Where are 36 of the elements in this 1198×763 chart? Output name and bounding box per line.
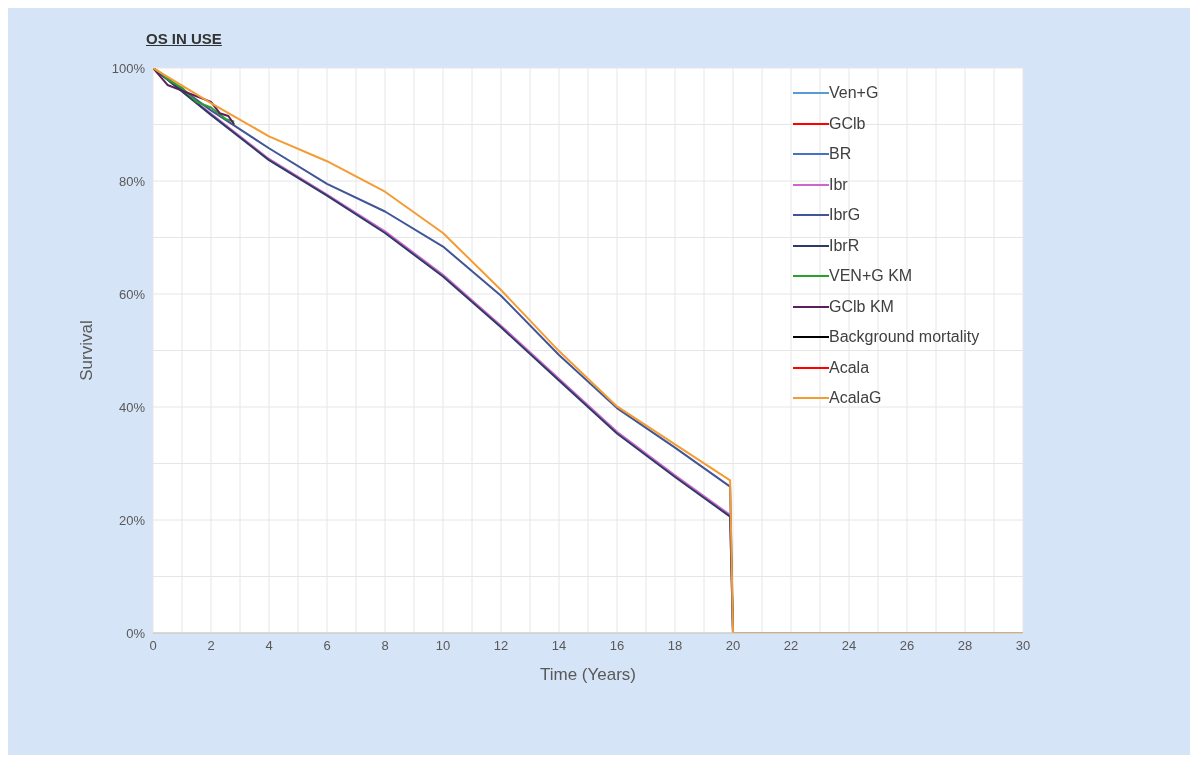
- legend-label: Ibr: [829, 175, 848, 194]
- y-tick-label: 20%: [118, 512, 146, 528]
- x-tick-label: 12: [493, 638, 509, 654]
- x-tick-label: 4: [265, 638, 273, 654]
- y-axis-title: Survival: [77, 320, 97, 381]
- x-tick-label: 28: [957, 638, 973, 654]
- y-tick-label: 60%: [118, 286, 146, 302]
- x-tick-label: 22: [783, 638, 799, 654]
- y-tick-label: 80%: [118, 173, 146, 189]
- x-tick-label: 0: [149, 638, 157, 654]
- x-tick-label: 24: [841, 638, 857, 654]
- x-tick-label: 10: [435, 638, 451, 654]
- legend-label: IbrG: [829, 206, 861, 225]
- x-axis-title: Time (Years): [539, 665, 637, 684]
- legend-label: BR: [829, 145, 852, 164]
- y-tick-label: 0%: [126, 625, 146, 641]
- legend-label: GClb KM: [829, 297, 894, 316]
- x-tick-label: 16: [609, 638, 625, 654]
- y-tick-label: 100%: [111, 60, 146, 76]
- chart-title: OS IN USE: [146, 30, 222, 47]
- x-tick-label: 20: [725, 638, 741, 654]
- legend-label: Background mortality: [829, 328, 980, 347]
- x-tick-label: 14: [551, 638, 567, 654]
- legend-label: VEN+G KM: [829, 267, 913, 286]
- x-tick-label: 2: [207, 638, 215, 654]
- x-tick-label: 6: [323, 638, 331, 654]
- legend-label: GClb: [829, 114, 866, 133]
- legend-label: IbrR: [829, 236, 860, 255]
- x-tick-label: 8: [381, 638, 389, 654]
- x-tick-label: 26: [899, 638, 915, 654]
- legend-label: Ven+G: [829, 84, 879, 103]
- y-tick-label: 40%: [118, 399, 146, 415]
- x-tick-label: 30: [1015, 638, 1031, 654]
- x-tick-label: 18: [667, 638, 683, 654]
- legend-label: AcalaG: [829, 389, 882, 408]
- legend-label: Acala: [829, 358, 870, 377]
